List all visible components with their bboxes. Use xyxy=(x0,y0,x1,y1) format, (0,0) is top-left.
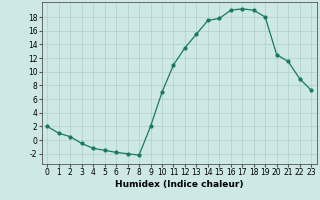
X-axis label: Humidex (Indice chaleur): Humidex (Indice chaleur) xyxy=(115,180,244,189)
